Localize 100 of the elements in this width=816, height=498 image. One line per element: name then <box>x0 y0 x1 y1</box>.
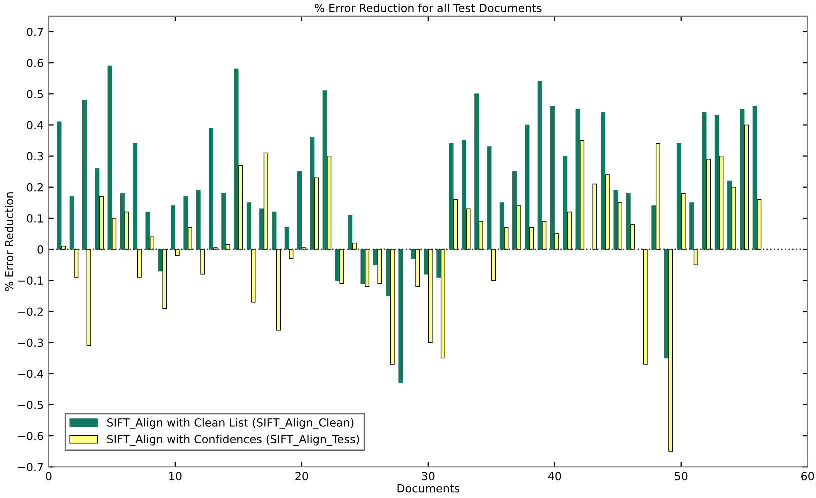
bar <box>276 249 282 331</box>
bar <box>668 249 674 452</box>
bar <box>487 146 492 250</box>
bar <box>478 221 484 250</box>
chart-title: % Error Reduction for all Test Documents <box>315 4 542 12</box>
bar <box>150 236 155 250</box>
bar <box>175 249 180 256</box>
bar <box>676 144 682 250</box>
bar <box>352 242 357 250</box>
y-tick-label: 0 <box>38 246 44 254</box>
y-tick-label: −0.2 <box>18 308 43 316</box>
bar <box>133 144 138 250</box>
bar <box>424 249 428 275</box>
bar <box>492 249 496 281</box>
bar <box>95 168 100 250</box>
bar <box>298 171 302 250</box>
bar <box>652 206 656 250</box>
bar <box>714 116 720 250</box>
x-tick-label: 30 <box>422 472 435 481</box>
bar <box>222 193 226 250</box>
bar <box>208 128 214 250</box>
y-tick-label: 0.1 <box>27 214 44 223</box>
bar <box>310 137 315 250</box>
legend-label: SIFT_Align with Clean List (SIFT_Align_Clean) <box>107 418 354 430</box>
bar <box>618 202 623 250</box>
bar <box>162 249 168 309</box>
y-tick-label: −0.6 <box>18 432 44 440</box>
bar <box>335 249 340 281</box>
bar <box>529 227 534 250</box>
bar <box>137 249 142 278</box>
bar <box>289 249 294 260</box>
bar <box>740 109 745 250</box>
bar <box>348 215 353 250</box>
y-tick-label: 0.4 <box>27 121 44 130</box>
y-tick-label: −0.4 <box>18 370 44 378</box>
y-tick-label: −0.1 <box>18 276 44 286</box>
bar <box>70 196 74 250</box>
bar <box>436 249 442 278</box>
bar <box>719 156 724 250</box>
y-tick-label: 0.5 <box>27 90 44 99</box>
bar <box>390 249 395 365</box>
bar <box>322 90 328 250</box>
bar <box>120 193 125 250</box>
x-tick-label: 50 <box>675 472 688 481</box>
y-axis-title: % Error Reduction <box>4 192 14 292</box>
bar <box>605 174 610 250</box>
bar <box>284 227 290 250</box>
bar <box>563 156 568 250</box>
legend-label: SIFT_Align with Confidences (SIFT_Align_Tess) <box>107 434 360 446</box>
bar <box>580 140 585 250</box>
bar <box>428 249 433 344</box>
bar <box>416 249 420 288</box>
bar <box>643 249 648 365</box>
bar <box>386 249 391 297</box>
bar <box>592 184 598 250</box>
bar <box>74 249 79 278</box>
bar <box>184 196 188 250</box>
bar <box>378 249 382 284</box>
bar <box>525 124 530 250</box>
bar <box>246 202 252 250</box>
bar <box>200 249 206 275</box>
bar <box>752 106 758 250</box>
bar <box>82 100 87 250</box>
bar <box>112 218 117 250</box>
bar <box>314 178 319 250</box>
bar <box>188 227 192 250</box>
bar <box>542 221 547 250</box>
bar <box>732 187 736 250</box>
bar <box>474 94 480 250</box>
bar <box>454 199 458 250</box>
bar <box>690 202 694 250</box>
y-tick-label: 0.7 <box>27 28 44 36</box>
y-tick-label: 0.2 <box>27 183 43 192</box>
x-axis-title: Documents <box>398 484 460 493</box>
bar <box>251 249 256 303</box>
y-tick-label: 0.3 <box>27 152 44 161</box>
bar <box>601 112 606 250</box>
bar <box>327 156 332 250</box>
bar <box>538 81 542 250</box>
bar <box>146 212 150 250</box>
bar <box>57 122 62 250</box>
bar <box>706 159 712 250</box>
bar <box>108 66 112 250</box>
bar <box>681 193 686 250</box>
bar <box>238 165 244 250</box>
bar <box>516 206 522 250</box>
bar <box>576 109 580 250</box>
bar <box>272 212 277 250</box>
bar <box>630 224 636 250</box>
x-tick-label: 0 <box>46 472 52 481</box>
bar <box>99 196 104 250</box>
bar <box>462 140 466 250</box>
bar <box>196 190 201 250</box>
bar <box>728 180 732 250</box>
bar <box>614 190 618 250</box>
bar <box>626 193 631 250</box>
bar <box>62 246 66 250</box>
bar <box>86 249 92 346</box>
bar <box>264 152 268 250</box>
bar <box>171 206 176 250</box>
